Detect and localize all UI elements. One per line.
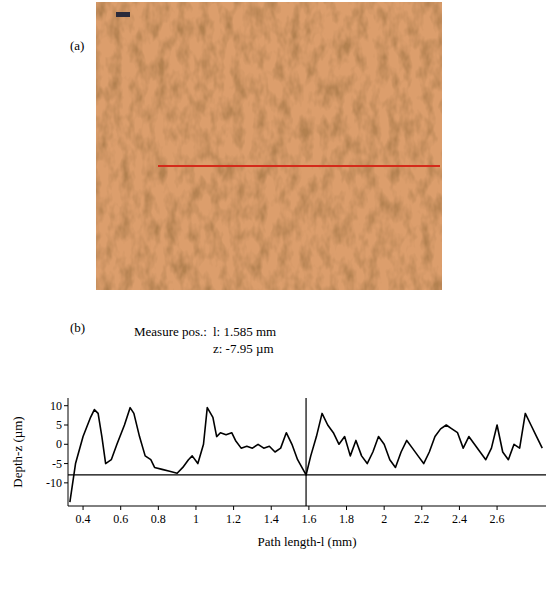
x-tick xyxy=(83,506,84,510)
y-tick-label: 0 xyxy=(56,437,62,451)
photo-ground xyxy=(96,2,442,290)
panel-label: (b) xyxy=(70,320,85,335)
chart-title: Measure pos.: xyxy=(134,324,207,339)
x-tick-label: 0.6 xyxy=(113,512,128,526)
scale-mark xyxy=(116,12,130,17)
surface-photo xyxy=(96,2,442,290)
x-tick-label: 1.2 xyxy=(226,512,241,526)
photo-texture xyxy=(96,2,442,290)
annotation: l: 1.585 mm xyxy=(213,324,276,339)
y-tick-label: 10 xyxy=(50,399,62,413)
panel-label: (a) xyxy=(70,38,84,53)
y-tick xyxy=(64,463,68,464)
x-axis-title: Path length-l (mm) xyxy=(258,534,357,549)
cursor-vertical xyxy=(305,398,306,506)
y-axis xyxy=(68,398,69,506)
profile-line xyxy=(70,408,542,503)
x-tick xyxy=(158,506,159,510)
y-axis-title: Depth-z (µm) xyxy=(10,416,25,487)
y-tick-label: 5 xyxy=(56,418,62,432)
cursor-horizontal xyxy=(68,474,546,475)
x-tick xyxy=(308,506,309,510)
x-tick-label: 2.4 xyxy=(452,512,467,526)
x-tick-label: 0.4 xyxy=(76,512,91,526)
y-tick xyxy=(64,482,68,483)
x-tick-label: 1.8 xyxy=(339,512,354,526)
x-tick xyxy=(195,506,196,510)
y-tick xyxy=(64,405,68,406)
measure-path xyxy=(158,165,440,167)
x-tick xyxy=(233,506,234,510)
x-tick xyxy=(459,506,460,510)
x-tick-label: 2.2 xyxy=(414,512,429,526)
x-tick-label: 1 xyxy=(193,512,199,526)
x-tick xyxy=(120,506,121,510)
x-tick-label: 1.4 xyxy=(264,512,279,526)
y-tick xyxy=(64,425,68,426)
y-tick xyxy=(64,444,68,445)
x-tick xyxy=(384,506,385,510)
x-tick-label: 0.8 xyxy=(151,512,166,526)
y-tick-label: -5 xyxy=(52,457,62,471)
x-tick xyxy=(421,506,422,510)
y-tick-label: -10 xyxy=(46,476,62,490)
x-tick-label: 1.6 xyxy=(301,512,316,526)
x-axis xyxy=(68,506,546,507)
x-tick xyxy=(271,506,272,510)
x-tick xyxy=(497,506,498,510)
x-tick xyxy=(346,506,347,510)
plot-area xyxy=(68,398,546,506)
figure: (a) (b) Measure pos.: l: 1.585 mm z: -7.95 µ… xyxy=(0,0,552,597)
x-tick-label: 2 xyxy=(381,512,387,526)
annotation: z: -7.95 µm xyxy=(213,341,274,356)
x-tick-label: 2.6 xyxy=(490,512,505,526)
